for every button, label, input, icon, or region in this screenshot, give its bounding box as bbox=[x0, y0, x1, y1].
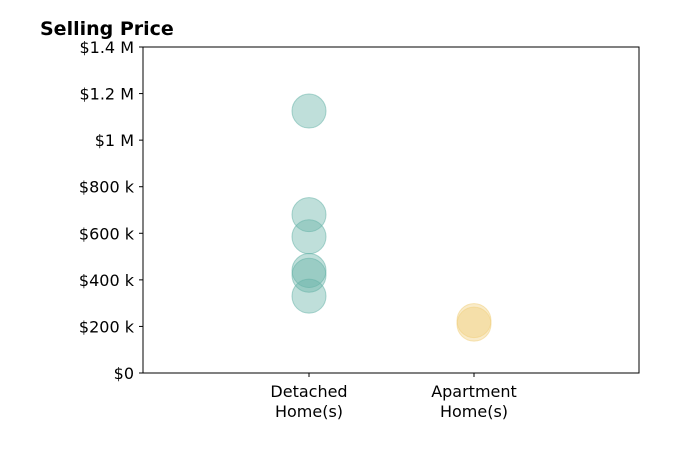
data-point bbox=[291, 93, 327, 129]
x-tick-label: Home(s) bbox=[275, 402, 343, 421]
plot-area-frame bbox=[142, 46, 640, 374]
x-tick-label: Home(s) bbox=[440, 402, 508, 421]
data-point bbox=[291, 219, 327, 255]
y-axis: $0 $200 k $400 k $600 k $800 k $1 M $1.2 M $1.4… bbox=[79, 38, 143, 383]
y-tick-label: $1.4 M bbox=[79, 38, 134, 57]
y-tick-label: $0 bbox=[114, 364, 134, 383]
data-point bbox=[456, 306, 492, 342]
y-tick-label: $600 k bbox=[79, 224, 135, 243]
data-points bbox=[291, 93, 492, 342]
data-point bbox=[291, 253, 327, 289]
data-point bbox=[291, 197, 327, 233]
y-tick-label: $1.2 M bbox=[79, 85, 134, 104]
data-point bbox=[291, 278, 327, 314]
y-tick-label: $200 k bbox=[79, 317, 135, 336]
y-tick-label: $400 k bbox=[79, 271, 135, 290]
x-tick-label: Apartment bbox=[431, 382, 517, 401]
y-tick-label: $1 M bbox=[95, 131, 134, 150]
x-tick-label: Detached bbox=[270, 382, 347, 401]
data-point bbox=[291, 257, 327, 293]
chart-title: Selling Price bbox=[40, 18, 174, 40]
y-tick-label: $800 k bbox=[79, 178, 135, 197]
